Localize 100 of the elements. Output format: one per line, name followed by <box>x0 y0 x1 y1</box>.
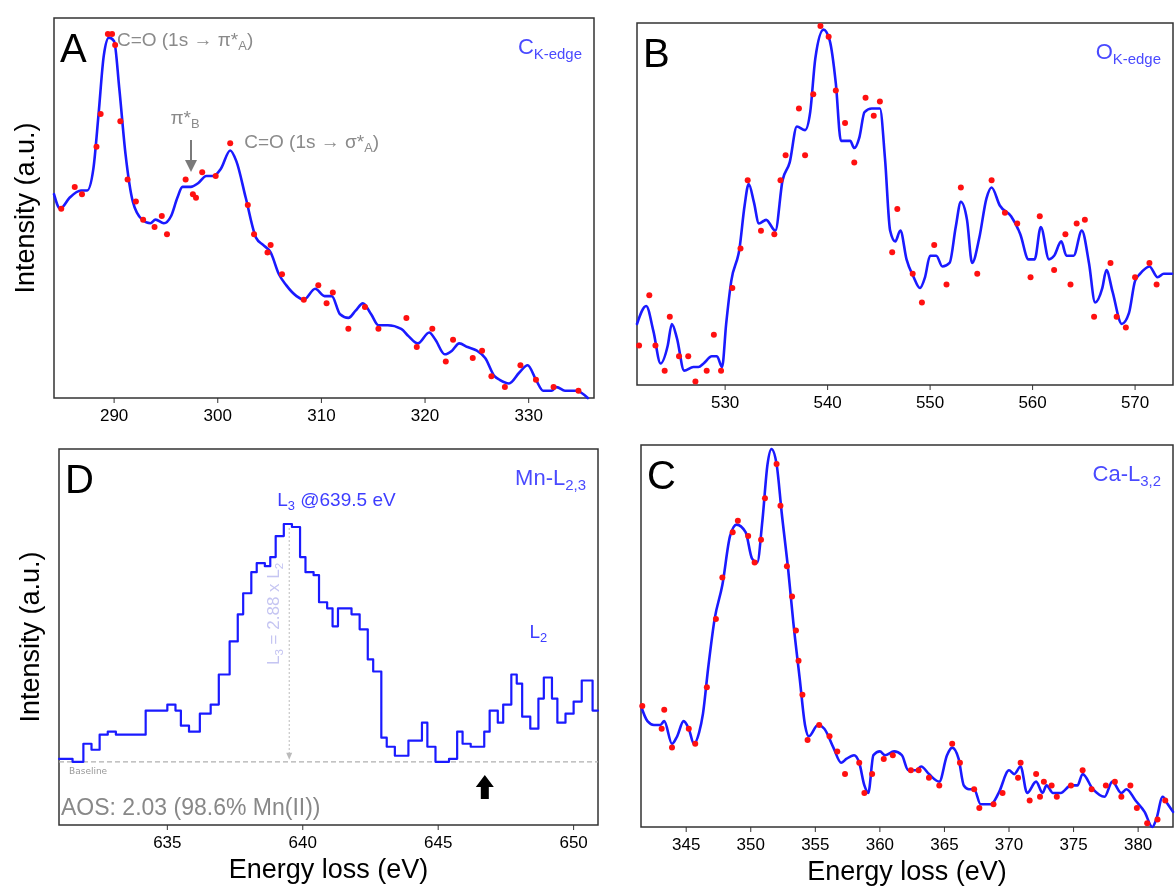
point <box>876 98 883 105</box>
point <box>323 300 330 307</box>
point <box>1081 216 1088 223</box>
point <box>193 194 199 201</box>
point <box>943 281 950 288</box>
point <box>777 177 784 184</box>
point <box>918 299 925 306</box>
point <box>93 143 100 150</box>
annotation: C$_{K-edge}$ <box>517 34 582 62</box>
point <box>1122 324 1129 331</box>
point <box>703 367 710 374</box>
point <box>532 376 539 383</box>
point <box>1062 231 1069 238</box>
x-tick-label: 300 <box>203 406 232 425</box>
point <box>1091 313 1098 320</box>
point <box>78 191 85 198</box>
annotation: L$_{2}$ <box>529 620 548 645</box>
point <box>361 304 368 310</box>
point <box>1051 267 1058 274</box>
point <box>375 325 382 332</box>
point <box>957 184 964 191</box>
point <box>692 378 699 385</box>
point <box>264 249 271 256</box>
x-tick-label: 540 <box>813 393 842 412</box>
point <box>212 172 219 179</box>
point <box>517 362 524 369</box>
point <box>267 242 274 249</box>
point <box>758 227 765 234</box>
point <box>1132 274 1139 281</box>
point <box>132 198 139 205</box>
point <box>817 23 824 29</box>
point <box>1146 259 1153 266</box>
point <box>710 331 717 338</box>
point <box>151 223 158 230</box>
point <box>1014 220 1021 227</box>
point <box>771 231 778 238</box>
point <box>842 119 849 126</box>
point <box>636 342 643 349</box>
point <box>251 231 258 238</box>
x-tick-label: 350 <box>736 835 765 854</box>
x-tick-label: 375 <box>1059 835 1088 854</box>
point <box>488 373 495 380</box>
point <box>279 271 286 278</box>
point <box>315 282 322 289</box>
point <box>140 216 147 223</box>
x-tick-label: 345 <box>672 835 701 854</box>
point <box>894 206 901 213</box>
point <box>825 33 832 40</box>
point <box>909 270 916 277</box>
text: Mn-L$_{2,3}$ <box>515 465 586 493</box>
x-tick-label: 290 <box>99 406 129 425</box>
annotation: C=O (1s → σ*$_{A}$) <box>244 131 380 156</box>
y-axis-title: Intensity (a.u.) <box>15 551 45 723</box>
point <box>182 176 189 183</box>
x-tick-label: 560 <box>1018 393 1047 412</box>
annotation: B <box>643 31 670 75</box>
annotation: A <box>60 26 87 70</box>
point <box>676 353 683 360</box>
point <box>58 205 65 212</box>
x-tick-label: 360 <box>865 835 895 854</box>
point <box>685 353 692 360</box>
point <box>988 177 995 184</box>
point <box>71 183 78 190</box>
point <box>718 367 725 374</box>
point <box>862 94 869 101</box>
point <box>795 105 802 112</box>
point <box>729 285 736 292</box>
point <box>227 140 234 147</box>
point <box>1036 213 1043 220</box>
point <box>413 344 420 351</box>
annotation: O$_{K-edge}$ <box>1095 39 1161 67</box>
point <box>1067 281 1074 288</box>
annotation: π*$_{B}$ <box>170 107 200 131</box>
point <box>109 31 116 37</box>
point <box>429 325 436 332</box>
point <box>1107 259 1114 266</box>
ref-line-label: Baseline <box>69 765 108 776</box>
x-tick-label: 330 <box>514 406 543 425</box>
point <box>97 111 104 118</box>
point <box>329 289 336 296</box>
point <box>744 177 751 184</box>
point <box>810 91 817 98</box>
point <box>889 249 896 256</box>
point <box>802 152 809 159</box>
point <box>345 325 352 332</box>
annotation: AOS: 2.03 (98.6% Mn(II)) <box>61 794 321 820</box>
point <box>931 241 938 248</box>
point <box>124 176 131 183</box>
annotation: L$_{3}$ @639.5 eV <box>277 489 396 513</box>
point <box>652 342 659 349</box>
point <box>832 87 839 94</box>
point <box>646 292 653 299</box>
x-axis-title: Energy loss (eV) <box>228 854 429 884</box>
point <box>851 159 858 166</box>
point <box>661 367 668 374</box>
point <box>1073 220 1080 227</box>
x-tick-label: 570 <box>1120 393 1150 412</box>
annotation: C <box>647 453 676 497</box>
point <box>974 270 981 277</box>
point <box>870 112 877 119</box>
